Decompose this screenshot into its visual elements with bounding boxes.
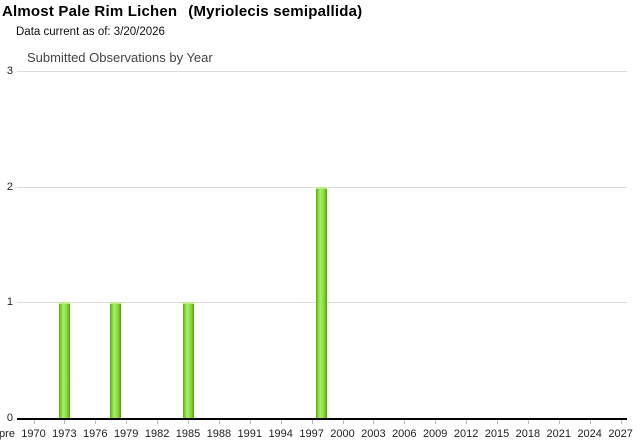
x-axis-label-2006: 2006	[392, 428, 417, 440]
x-axis-label-1973: 1973	[52, 428, 77, 440]
x-axis-tick-2000	[342, 420, 344, 424]
x-axis-tick-1973	[64, 420, 66, 424]
x-axis-label-2003: 2003	[361, 428, 386, 440]
x-axis-tick-2009	[435, 420, 437, 424]
y-axis-label-3: 3	[6, 65, 13, 77]
gridline-y3	[17, 71, 627, 72]
x-axis-tick-1988	[218, 420, 220, 424]
x-axis-label-2027: 2027	[608, 428, 633, 440]
x-axis-tick-1976	[95, 420, 97, 424]
x-axis-tick-2021	[558, 420, 560, 424]
x-axis-label-1976: 1976	[83, 428, 108, 440]
species-scientific-name: (Myriolecis semipallida)	[188, 3, 363, 20]
x-axis-label-2009: 2009	[422, 428, 448, 440]
species-common-name: Almost Pale Rim Lichen	[2, 3, 178, 20]
x-axis-tick-1985	[188, 420, 189, 424]
x-axis-tick-2012	[466, 420, 468, 424]
bar-1973	[58, 302, 70, 418]
x-axis-label-1988: 1988	[206, 428, 232, 440]
x-axis-tick-1979	[126, 420, 128, 424]
y-axis-label-1: 1	[6, 296, 13, 309]
x-axis-label-1982: 1982	[144, 428, 170, 440]
x-axis-tick-1991	[249, 420, 251, 424]
x-axis-tick-2015	[497, 420, 498, 424]
y-axis-label-2: 2	[6, 180, 13, 193]
bar-1998	[316, 186, 328, 418]
x-axis-label-pre: pre	[0, 428, 15, 440]
x-axis-label-1991: 1991	[237, 428, 263, 440]
chart-title: Submitted Observations by Year	[27, 50, 213, 65]
x-axis-label-2012: 2012	[453, 428, 479, 440]
x-axis-label-2000: 2000	[330, 428, 355, 440]
x-axis-tick-2003	[373, 420, 375, 424]
bar-1978	[110, 302, 122, 418]
x-axis-tick-2027	[620, 420, 622, 424]
x-axis-label-2018: 2018	[515, 428, 541, 440]
x-axis-tick-1994	[280, 420, 282, 424]
x-axis-tick-1997	[311, 420, 313, 424]
x-axis-label-1997: 1997	[299, 428, 324, 440]
data-current-note: Data current as of: 3/20/2026	[16, 26, 165, 38]
observations-bar-chart: 0 1 2 3 pre 1970 1973 1976 1979 1982 1985 1988 1991 1…	[0, 65, 633, 440]
x-axis-tick-2018	[527, 420, 529, 424]
x-axis-label-2024: 2024	[577, 428, 602, 440]
x-axis-label-1979: 1979	[113, 428, 139, 440]
y-axis-label-0: 0	[6, 412, 13, 424]
x-axis-label-1985: 1985	[175, 428, 201, 440]
x-axis-tick-1970	[33, 420, 35, 424]
x-axis-tick-2024	[589, 420, 591, 424]
x-axis-label-2015: 2015	[484, 428, 510, 440]
x-axis-label-2021: 2021	[546, 428, 572, 440]
page-title: Almost Pale Rim Lichen (Myriolecis semipa…	[2, 3, 362, 20]
x-axis-tick-2006	[404, 420, 406, 424]
x-axis-tick-1982	[157, 420, 159, 424]
x-axis-label-1970: 1970	[21, 428, 46, 440]
x-axis-label-1994: 1994	[268, 428, 293, 440]
bar-1985	[182, 302, 194, 418]
